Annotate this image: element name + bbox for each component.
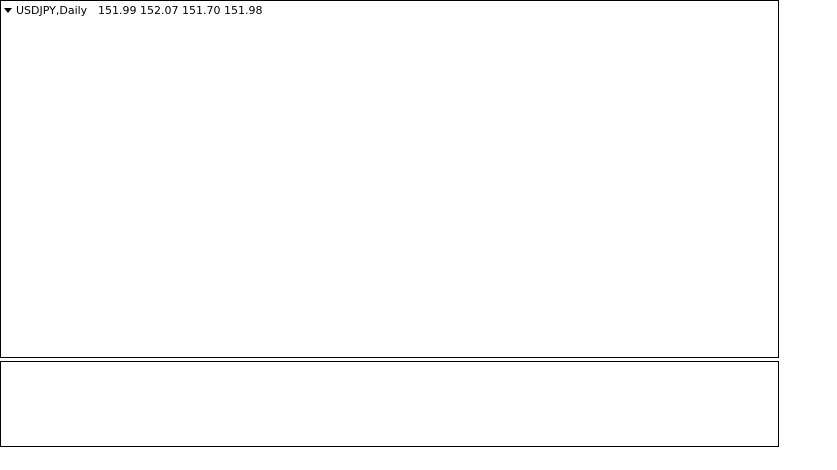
- main-panel: [0, 0, 779, 358]
- indicator-panel: [0, 361, 779, 447]
- quote: 151.99 152.07 151.70 151.98: [98, 4, 262, 17]
- symbol: USDJPY,Daily: [16, 4, 88, 17]
- menu-triangle: [4, 8, 12, 13]
